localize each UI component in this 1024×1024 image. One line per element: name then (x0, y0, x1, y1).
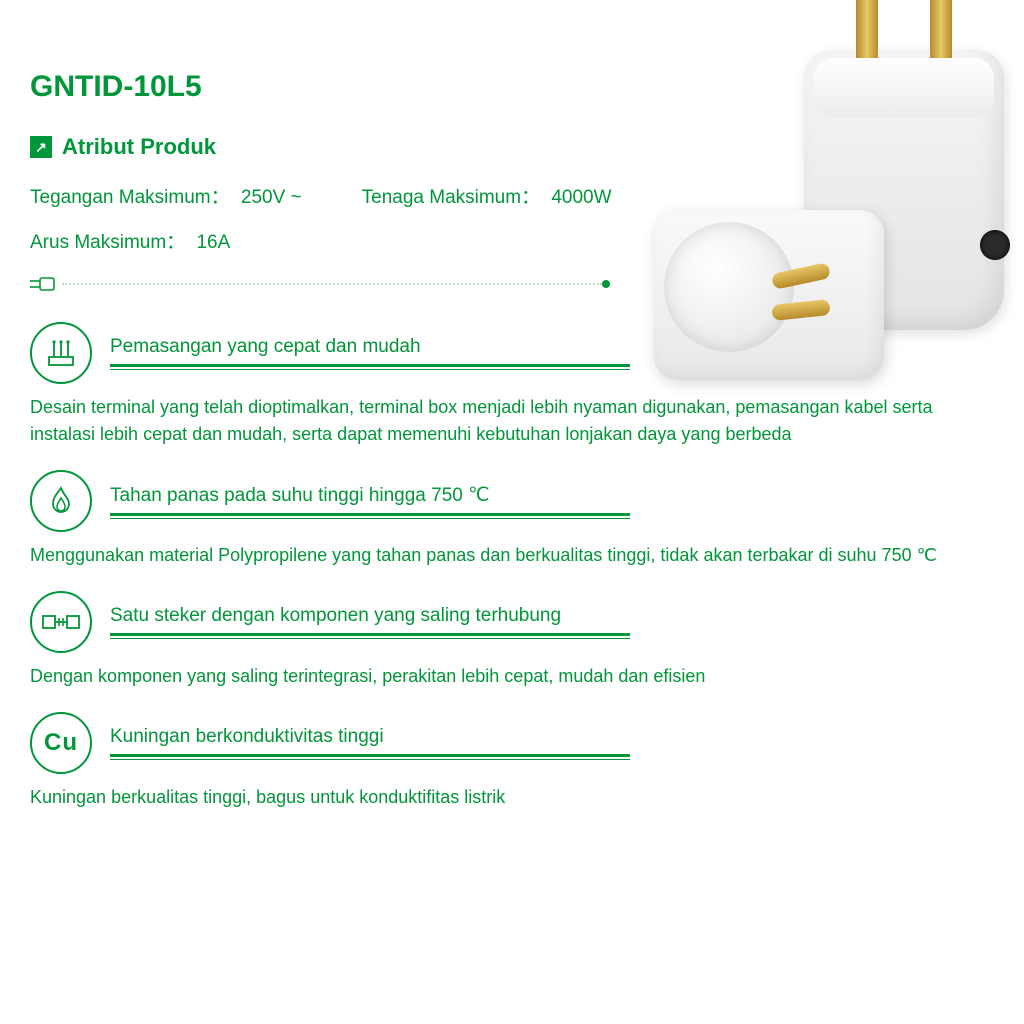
feature-brass-title: Kuningan berkonduktivitas tinggi (110, 726, 994, 748)
spec-current: Arus Maksimum： 16A (30, 227, 230, 254)
spec-power-label: Tenaga Maksimum： (362, 187, 540, 208)
arrow-icon: ↗ (30, 136, 52, 158)
feature-heat-title: Tahan panas pada suhu tinggi hingga 750 … (110, 484, 994, 507)
spec-power-value: 4000W (551, 187, 611, 208)
underline (110, 754, 630, 760)
section-title: Atribut Produk (62, 134, 216, 160)
cu-icon: Cu (30, 712, 92, 774)
divider (30, 274, 994, 294)
feature-heat: Tahan panas pada suhu tinggi hingga 750 … (30, 470, 994, 569)
spec-current-label: Arus Maksimum： (30, 232, 185, 253)
underline (110, 364, 630, 370)
feature-brass: Cu Kuningan berkonduktivitas tinggi Kuni… (30, 712, 994, 811)
feature-heat-desc: Menggunakan material Polypropilene yang … (30, 542, 990, 569)
feature-connector: Satu steker dengan komponen yang saling … (30, 591, 994, 690)
product-image (654, 40, 1014, 420)
plug-front (654, 210, 884, 380)
spec-power: Tenaga Maksimum： 4000W (362, 182, 612, 209)
connector-icon (30, 591, 92, 653)
spec-voltage: Tegangan Maksimum： 250V ~ (30, 182, 302, 209)
spec-voltage-label: Tegangan Maksimum： (30, 187, 230, 208)
feature-connector-desc: Dengan komponen yang saling terintegrasi… (30, 663, 990, 690)
spec-voltage-value: 250V ~ (241, 187, 302, 208)
install-icon (30, 322, 92, 384)
spec-current-value: 16A (196, 232, 230, 253)
underline (110, 513, 630, 519)
feature-connector-title: Satu steker dengan komponen yang saling … (110, 605, 994, 627)
flame-icon (30, 470, 92, 532)
plug-mini-icon (30, 276, 58, 292)
underline (110, 633, 630, 639)
feature-brass-desc: Kuningan berkualitas tinggi, bagus untuk… (30, 784, 990, 811)
